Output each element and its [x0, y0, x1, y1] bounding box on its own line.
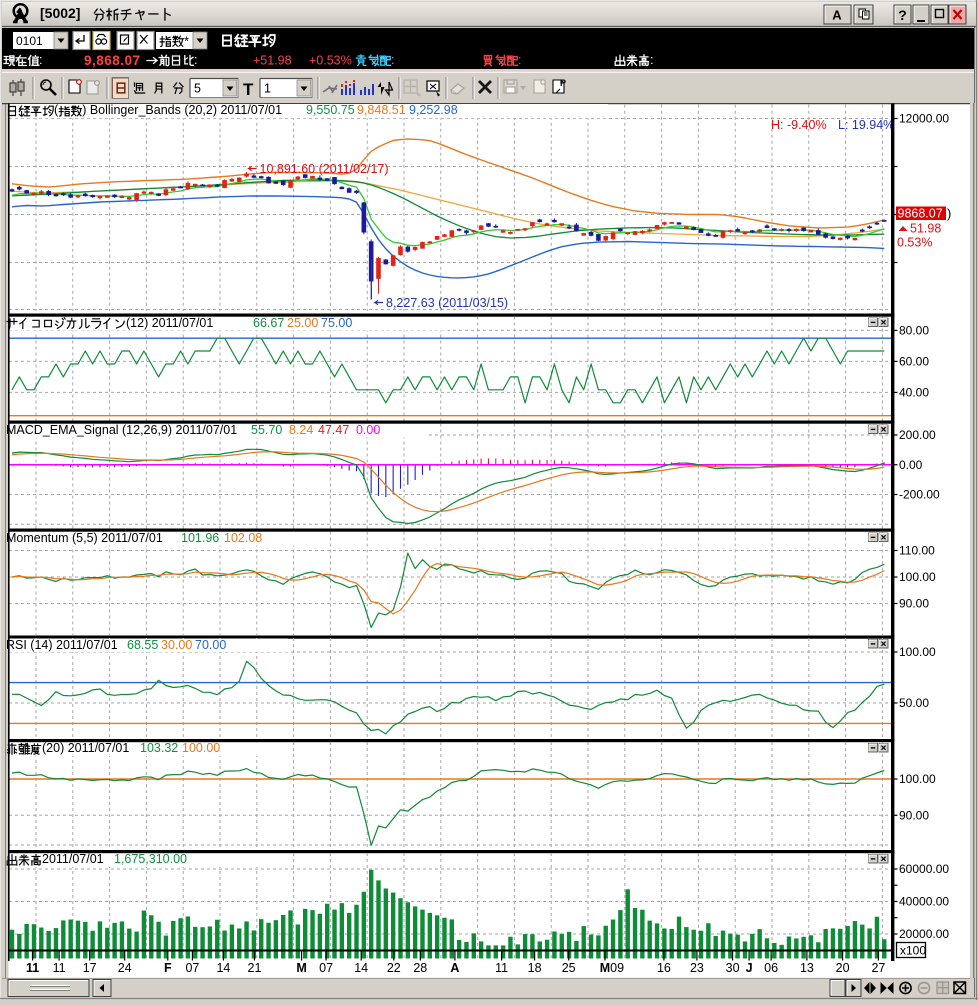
- svg-text:0.00: 0.00: [899, 458, 923, 472]
- svg-text:) Bollinger_Bands (20,2) 2011/: ) Bollinger_Bands (20,2) 2011/07/01: [82, 103, 282, 117]
- svg-text::: :: [39, 53, 42, 67]
- svg-text::: :: [518, 53, 521, 67]
- svg-text:1: 1: [264, 82, 271, 96]
- svg-text:51.98: 51.98: [910, 222, 941, 236]
- svg-text:x100: x100: [900, 944, 926, 958]
- svg-text:12000.00: 12000.00: [899, 112, 949, 126]
- svg-text:50.00: 50.00: [899, 696, 929, 710]
- svg-text:23: 23: [690, 961, 704, 975]
- svg-text:30.00: 30.00: [161, 638, 192, 652]
- svg-text:9,848.51: 9,848.51: [357, 103, 406, 117]
- svg-text:[5002]: [5002]: [40, 5, 80, 21]
- svg-text::: :: [194, 53, 197, 67]
- svg-text:07: 07: [185, 961, 199, 975]
- svg-text:A: A: [832, 8, 842, 23]
- svg-text:11: 11: [495, 961, 508, 975]
- svg-text:+0.53%: +0.53%: [309, 54, 352, 68]
- svg-text:M: M: [600, 961, 610, 975]
- svg-text:(: (: [54, 103, 59, 117]
- svg-text:11: 11: [26, 961, 39, 975]
- svg-text:0101: 0101: [16, 34, 43, 48]
- svg-text:80.00: 80.00: [899, 323, 929, 337]
- svg-text:47.47: 47.47: [318, 423, 349, 437]
- svg-text:75.00: 75.00: [321, 316, 352, 330]
- svg-text:14: 14: [354, 961, 368, 975]
- svg-text:25.00: 25.00: [287, 316, 318, 330]
- svg-text:13: 13: [800, 961, 814, 975]
- svg-text:90.00: 90.00: [899, 597, 929, 611]
- svg-text:16: 16: [657, 961, 671, 975]
- svg-text:20000.00: 20000.00: [899, 927, 949, 941]
- svg-text:40000.00: 40000.00: [899, 895, 949, 909]
- svg-text:07: 07: [319, 961, 333, 975]
- svg-text:Momentum (5,5) 2011/07/01: Momentum (5,5) 2011/07/01: [6, 531, 163, 545]
- svg-text:18: 18: [528, 961, 542, 975]
- svg-text:28: 28: [413, 961, 427, 975]
- svg-text:8.24: 8.24: [289, 423, 313, 437]
- svg-text:+51.98: +51.98: [253, 54, 292, 68]
- svg-text:2011/07/01: 2011/07/01: [42, 852, 104, 866]
- svg-text:MACD_EMA_Signal (12,26,9) 2011: MACD_EMA_Signal (12,26,9) 2011/07/01: [6, 423, 237, 437]
- svg-text:10,891.60 (2011/02/17): 10,891.60 (2011/02/17): [260, 162, 389, 176]
- svg-text:(12) 2011/07/01: (12) 2011/07/01: [126, 316, 213, 330]
- svg-text:110.00: 110.00: [899, 544, 935, 558]
- svg-text:102.08: 102.08: [224, 531, 262, 545]
- svg-text:100.00: 100.00: [899, 570, 936, 584]
- svg-text:100.00: 100.00: [182, 741, 220, 755]
- svg-text:J: J: [746, 961, 753, 975]
- svg-text:101.96: 101.96: [181, 531, 219, 545]
- svg-text:17: 17: [83, 961, 97, 975]
- svg-text:): ): [947, 206, 951, 221]
- svg-text:11: 11: [53, 961, 66, 975]
- svg-text:55.70: 55.70: [251, 423, 282, 437]
- svg-text::: :: [391, 53, 394, 67]
- svg-text:60000.00: 60000.00: [899, 862, 949, 876]
- svg-text:25: 25: [562, 961, 576, 975]
- svg-text:M: M: [296, 961, 306, 975]
- svg-text:9,550.75: 9,550.75: [306, 103, 355, 117]
- svg-text::: :: [650, 53, 653, 67]
- svg-text:9,868.07: 9,868.07: [84, 53, 141, 68]
- svg-text:66.67: 66.67: [253, 316, 284, 330]
- svg-text:100.00: 100.00: [899, 772, 936, 786]
- svg-text:9,252.98: 9,252.98: [409, 103, 458, 117]
- svg-text:H: -9.40%: H: -9.40%: [771, 118, 827, 132]
- svg-text:L: 19.94%: L: 19.94%: [838, 118, 894, 132]
- svg-text:?: ?: [898, 7, 907, 23]
- svg-text:-200.00: -200.00: [899, 488, 940, 502]
- svg-text:1,675,310.00: 1,675,310.00: [114, 852, 187, 866]
- svg-text:0.53%: 0.53%: [897, 236, 932, 250]
- svg-text:5: 5: [194, 82, 201, 96]
- svg-text:A: A: [450, 961, 459, 975]
- svg-text:60.00: 60.00: [899, 354, 929, 368]
- svg-text:09: 09: [610, 961, 624, 975]
- svg-text:F: F: [164, 961, 172, 975]
- svg-text:22: 22: [387, 961, 401, 975]
- svg-text:27: 27: [871, 961, 885, 975]
- svg-text:0.00: 0.00: [356, 423, 380, 437]
- svg-text:21: 21: [248, 961, 262, 975]
- svg-text:90.00: 90.00: [899, 808, 929, 822]
- svg-text:RSI (14) 2011/07/01: RSI (14) 2011/07/01: [6, 638, 118, 652]
- svg-text:103.32: 103.32: [140, 741, 178, 755]
- svg-text:T: T: [243, 80, 254, 99]
- svg-text:06: 06: [764, 961, 778, 975]
- svg-text:30: 30: [726, 961, 740, 975]
- svg-text:24: 24: [118, 961, 132, 975]
- svg-text:68.55: 68.55: [127, 638, 158, 652]
- svg-text:14: 14: [216, 961, 230, 975]
- svg-text:9868.07: 9868.07: [898, 207, 943, 221]
- svg-text:70.00: 70.00: [195, 638, 226, 652]
- svg-text:200.00: 200.00: [899, 428, 936, 442]
- svg-text:40.00: 40.00: [899, 385, 929, 399]
- svg-text:*: *: [184, 34, 189, 49]
- svg-text:(20) 2011/07/01: (20) 2011/07/01: [42, 741, 129, 755]
- svg-text:100.00: 100.00: [899, 645, 936, 659]
- svg-text:8,227.63 (2011/03/15): 8,227.63 (2011/03/15): [386, 296, 508, 310]
- svg-text:20: 20: [836, 961, 850, 975]
- svg-text:P: P: [560, 78, 566, 88]
